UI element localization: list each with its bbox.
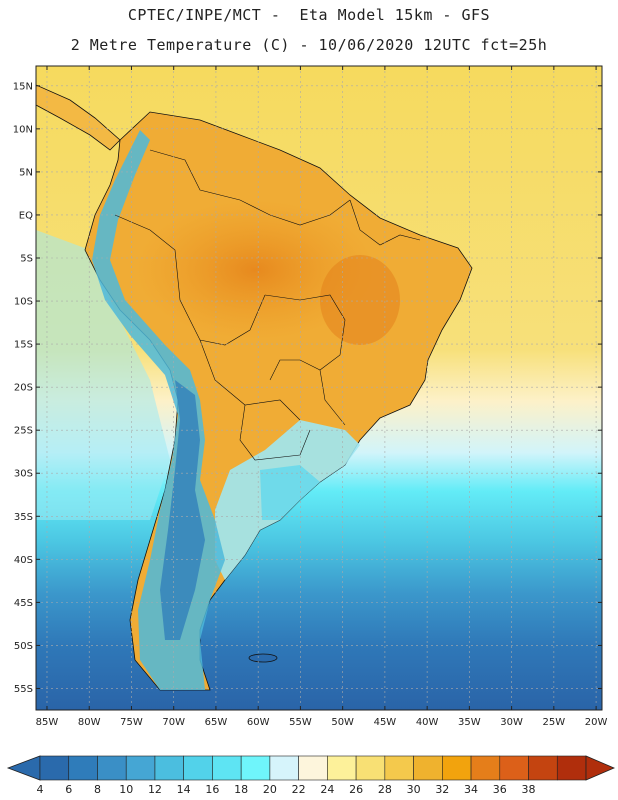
country-borders bbox=[114, 149, 421, 461]
lon-label: 80W bbox=[78, 717, 101, 728]
colorbar-tick-label: 12 bbox=[147, 783, 162, 796]
colorbar-tick-label: 16 bbox=[205, 783, 220, 796]
lon-label: 35W bbox=[458, 717, 481, 728]
colorbar-tick-label: 22 bbox=[291, 783, 306, 796]
longitude-labels: 85W 80W 75W 70W 65W 60W 55W 50W 45W 40W 35W 30W 25W 2… bbox=[36, 66, 608, 728]
colorbar-box bbox=[355, 755, 386, 781]
pacific-cool-band bbox=[36, 230, 170, 520]
colorbar-tick-label: 10 bbox=[119, 783, 134, 796]
colorbar-box bbox=[125, 755, 156, 781]
colorbar-box bbox=[384, 755, 414, 781]
colorbar-tick-label: 26 bbox=[349, 783, 364, 796]
colorbar-box bbox=[413, 755, 443, 781]
colorbar-box bbox=[499, 755, 529, 781]
lat-label: 40S bbox=[14, 555, 33, 566]
lat-label: 35S bbox=[14, 512, 33, 523]
falklands-land bbox=[248, 653, 278, 663]
colorbar-tick-label: 14 bbox=[176, 783, 191, 796]
colorbar-box bbox=[556, 755, 587, 781]
colorbar-tick-label: 30 bbox=[406, 783, 421, 796]
colorbar-box bbox=[470, 755, 501, 781]
colorbar-tick-label: 6 bbox=[65, 783, 73, 796]
lon-label: 20W bbox=[585, 717, 608, 728]
lat-label: 20S bbox=[14, 383, 33, 394]
map-frame bbox=[35, 65, 603, 711]
colorbar-box bbox=[269, 755, 299, 781]
lon-label: 45W bbox=[374, 717, 397, 728]
colorbar-high-arrow bbox=[585, 755, 616, 781]
lon-label: 70W bbox=[162, 717, 185, 728]
lat-label: EQ bbox=[19, 210, 33, 221]
chart-title: CPTEC/INPE/MCT - Eta Model 15km - GFS bbox=[127, 6, 491, 24]
lat-label: 5N bbox=[19, 167, 33, 178]
lat-label: 10S bbox=[14, 297, 33, 308]
lon-label: 30W bbox=[500, 717, 523, 728]
colorbar-box bbox=[39, 755, 70, 781]
colorbar-box bbox=[154, 755, 184, 781]
colorbar-tick-label: 20 bbox=[262, 783, 277, 796]
lon-label: 50W bbox=[331, 717, 354, 728]
lat-label: 5S bbox=[20, 253, 33, 264]
colorbar-tick-label: 38 bbox=[521, 783, 536, 796]
lat-label: 50S bbox=[14, 641, 33, 652]
lat-label: 15S bbox=[14, 340, 33, 351]
graticule bbox=[36, 66, 602, 710]
colorbar-low-arrow bbox=[6, 755, 41, 781]
colorbar-box bbox=[68, 755, 98, 781]
colorbar-tick-label: 32 bbox=[435, 783, 450, 796]
latitude-labels: 15N 10N 5N EQ 5S 10S 15S 20S 25S 30S 35S 40S 45S 50S 5… bbox=[13, 81, 602, 695]
colorbar-tick-label: 36 bbox=[492, 783, 507, 796]
lon-label: 85W bbox=[36, 717, 59, 728]
uruguay-cool bbox=[260, 465, 320, 520]
lat-label: 10N bbox=[13, 124, 33, 135]
lon-label: 60W bbox=[247, 717, 270, 728]
lon-label: 55W bbox=[289, 717, 312, 728]
lat-label: 25S bbox=[14, 426, 33, 437]
colorbar-tick-label: 34 bbox=[464, 783, 479, 796]
colorbar-box bbox=[528, 755, 558, 781]
lat-label: 15N bbox=[13, 81, 33, 92]
colorbar-box bbox=[298, 755, 328, 781]
colorbar-box bbox=[97, 755, 127, 781]
colorbar-tick-label: 24 bbox=[320, 783, 335, 796]
colorbar-tick-label: 18 bbox=[234, 783, 249, 796]
brazil-hot-zone bbox=[320, 255, 400, 345]
colorbar-tick-label: 28 bbox=[377, 783, 392, 796]
lat-label: 55S bbox=[14, 684, 33, 695]
lon-label: 25W bbox=[543, 717, 566, 728]
colorbar-box bbox=[327, 755, 357, 781]
colorbar-box bbox=[212, 755, 242, 781]
colorbar bbox=[6, 755, 616, 781]
colorbar-box bbox=[240, 755, 271, 781]
colorbar-box bbox=[442, 755, 472, 781]
colorbar-tick-label: 4 bbox=[36, 783, 44, 796]
colorbar-tick-label: 8 bbox=[93, 783, 101, 796]
amazon-hot-zone bbox=[135, 200, 375, 340]
central-america-land bbox=[36, 84, 121, 151]
chart-subtitle: 2 Metre Temperature (C) - 10/06/2020 12U… bbox=[70, 36, 548, 54]
lat-label: 45S bbox=[14, 598, 33, 609]
lon-label: 40W bbox=[416, 717, 439, 728]
lon-label: 65W bbox=[205, 717, 228, 728]
colorbar-box bbox=[183, 755, 213, 781]
lat-label: 30S bbox=[14, 469, 33, 480]
andes-coldest bbox=[160, 380, 205, 640]
lon-label: 75W bbox=[120, 717, 143, 728]
